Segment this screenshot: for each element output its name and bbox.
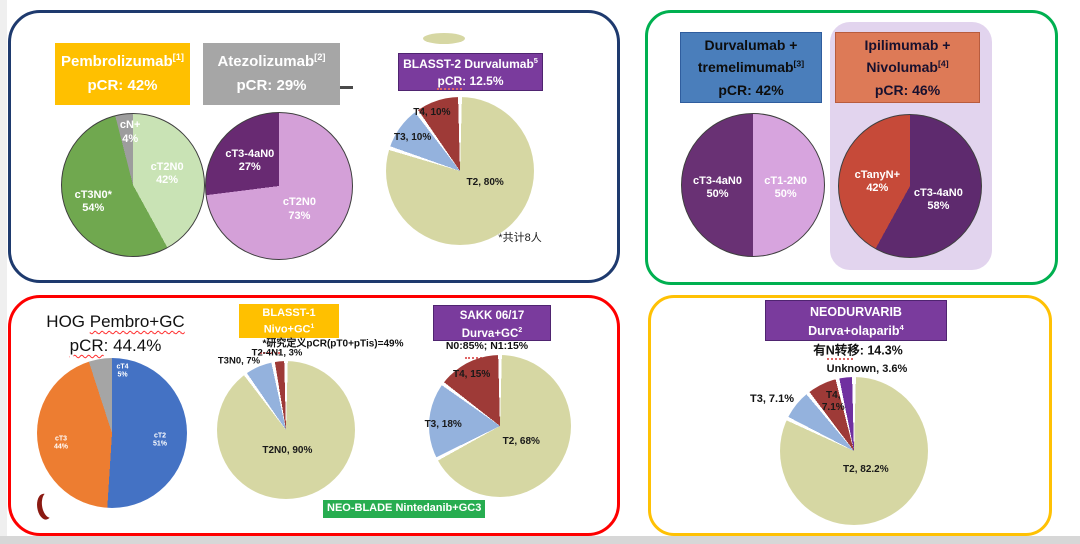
pie-slice-label: T2, 68%	[502, 435, 540, 447]
ipi-nivo-pcr: pCR: 46%	[874, 81, 941, 98]
ipi-nivo-title-line1: Ipilimumab +	[864, 37, 951, 53]
pie-slice-label: T2, 80%	[466, 176, 504, 188]
pembrolizumab-pcr: pCR: 42%	[87, 77, 158, 94]
sakk-note: N0:85%; N1:15%	[445, 340, 529, 352]
blasst1-header: BLASST-1 Nivo+GC1 pT0: 34.1%	[239, 304, 339, 354]
pie-slice-label: T4, 10%	[413, 107, 451, 119]
neodurvarib-n-note: 有N转移: 14.3%	[813, 343, 903, 358]
pie-slice-label: T4, 7.1%	[821, 390, 845, 414]
blasst1-pt0: pT0: 34.1%	[260, 339, 318, 354]
durva-treme-header: Durvalumab + tremelimumab[3] pCR: 42%	[680, 32, 822, 103]
pie-slice-label: cT3N0* 54%	[74, 188, 112, 215]
pembrolizumab-title: Pembrolizumab[1]	[60, 52, 185, 70]
pembrolizumab-pie: cN+ 4% cT2N0 42% cT3N0* 54%	[61, 113, 205, 257]
pie-slice-label: T3, 10%	[394, 132, 432, 144]
sakk-pcr: pCR: 33%	[465, 345, 519, 360]
panel-bottom-left-chemo-io: HOG Pembro+GC pCR: 44.4% cT4 5% cT3 44% cT…	[8, 295, 620, 536]
ref-superscript: [4]	[937, 58, 949, 69]
ref-superscript: 1	[310, 322, 315, 330]
neodurvarib-header: NEODURVARIB Durva+olaparib4 pCR: 50%	[765, 300, 947, 360]
durva-treme-pcr: pCR: 42%	[718, 81, 784, 98]
pie-slice-label: T2-4N1, 3%	[251, 347, 303, 359]
pembrolizumab-header: Pembrolizumab[1] pCR: 42%	[55, 43, 190, 105]
ref-superscript: [3]	[793, 58, 805, 69]
atezolizumab-pie: cT3-4aN0 27% cT2N0 73%	[205, 112, 353, 260]
neodurvarib-title: NEODURVARIB Durva+olaparib4	[808, 305, 904, 339]
panel-bottom-right-neodurvarib: NEODURVARIB Durva+olaparib4 pCR: 50% 有N转…	[648, 295, 1052, 536]
left-gray-strip	[0, 0, 7, 544]
pie-slice-label: cT3-4aN0 58%	[913, 187, 963, 213]
pie-slice-label: cTanyN+ 42%	[854, 168, 900, 194]
neo-blade-badge: NEO-BLADE Nintedanib+GC3	[323, 500, 486, 518]
ipi-nivo-title-line2: Nivolumab[4]	[866, 58, 949, 76]
blasst2-note: *共计8人	[498, 232, 542, 244]
pie-slice-label: cT4 5%	[116, 362, 129, 379]
pie-slice-label: T4, 15%	[452, 368, 491, 380]
ref-superscript: [1]	[172, 52, 185, 62]
sakk-title: SAKK 06/17 Durva+GC2	[459, 310, 525, 341]
neodurvarib-pie: T4, 7.1% T2, 82.2%	[780, 377, 928, 525]
hog-title-line1: HOG Pembro+GC	[46, 312, 185, 331]
pie-slice-label: cT3-4aN0 27%	[225, 147, 275, 174]
pie-slice-label: cT3 44%	[53, 434, 69, 451]
hog-pie: cT4 5% cT3 44% cT2 51%	[37, 358, 187, 508]
pie-slice-label: cN+ 4%	[119, 119, 141, 145]
pie-slice-label: T3, 18%	[424, 418, 462, 430]
ref-superscript: [2]	[314, 52, 326, 62]
pie-slice-label: Unknown, 3.6%	[826, 363, 908, 375]
decorative-lens	[423, 33, 465, 44]
durva-treme-title-line2: tremelimumab[3]	[697, 58, 805, 76]
artifact-dash	[340, 86, 353, 89]
blasst2-pie: T4, 10% T3, 10% T2, 80%	[386, 97, 534, 245]
neodurvarib-pcr: pCR: 50%	[826, 343, 886, 360]
pie-slice-label: cT2N0 73%	[282, 196, 316, 222]
blasst1-title: BLASST-1 Nivo+GC1	[262, 307, 316, 336]
blasst2-pcr: pCR: 12.5%	[437, 74, 504, 91]
hog-title: HOG Pembro+GC pCR: 44.4%	[33, 310, 198, 358]
atezolizumab-header: Atezolizumab[2] pCR: 29%	[203, 43, 340, 105]
hog-title-line2: pCR: 44.4%	[69, 335, 162, 355]
ipi-nivo-pie: cTanyN+ 42% cT3-4aN0 58%	[838, 114, 982, 258]
sakk-header: SAKK 06/17 Durva+GC2 pCR: 33%	[433, 305, 551, 360]
ref-superscript: 4	[899, 323, 904, 333]
panel-top-left-monotherapy: Pembrolizumab[1] pCR: 42% Atezolizumab[2…	[8, 10, 620, 283]
pie-slice-label: cT1-2N0 50%	[764, 174, 808, 200]
pie-slice-label: T3, 7.1%	[749, 393, 795, 405]
durva-treme-title-line1: Durvalumab +	[704, 37, 798, 53]
atezolizumab-title: Atezolizumab[2]	[217, 52, 326, 70]
pie-slice-label: T2N0, 90%	[262, 444, 313, 456]
ref-superscript: 5	[533, 56, 538, 65]
blasst1-note: *研究定义pCR(pT0+pTis)=49%	[262, 338, 404, 350]
bottom-gray-strip	[0, 536, 1080, 544]
sakk-pie: T4, 15% T3, 18% T2, 68%	[425, 355, 571, 497]
durva-treme-pie: cT3-4aN0 50% cT1-2N0 50%	[681, 113, 825, 257]
hog-logo	[40, 491, 58, 519]
atezolizumab-pcr: pCR: 29%	[236, 77, 307, 94]
ref-superscript: 3	[475, 502, 482, 514]
blasst1-pie: T2N0, 90%	[217, 361, 355, 499]
blasst2-header: BLASST-2 Durvalumab5 pCR: 12.5%	[398, 53, 543, 91]
pie-slice-label: T3N0, 7%	[217, 355, 261, 367]
ref-superscript: 2	[518, 326, 523, 335]
panel-top-right-combo-immunotherapy: Durvalumab + tremelimumab[3] pCR: 42% Ip…	[645, 10, 1058, 285]
pie-slice-label: cT2N0 42%	[150, 160, 184, 186]
blasst2-title: BLASST-2 Durvalumab5	[403, 56, 538, 71]
ipi-nivo-header: Ipilimumab + Nivolumab[4] pCR: 46%	[835, 32, 980, 103]
pie-slice-label: T2, 82.2%	[843, 464, 889, 476]
pie-slice-label: cT2 51%	[152, 431, 168, 448]
pie-slice-label: cT3-4aN0 50%	[693, 174, 742, 200]
